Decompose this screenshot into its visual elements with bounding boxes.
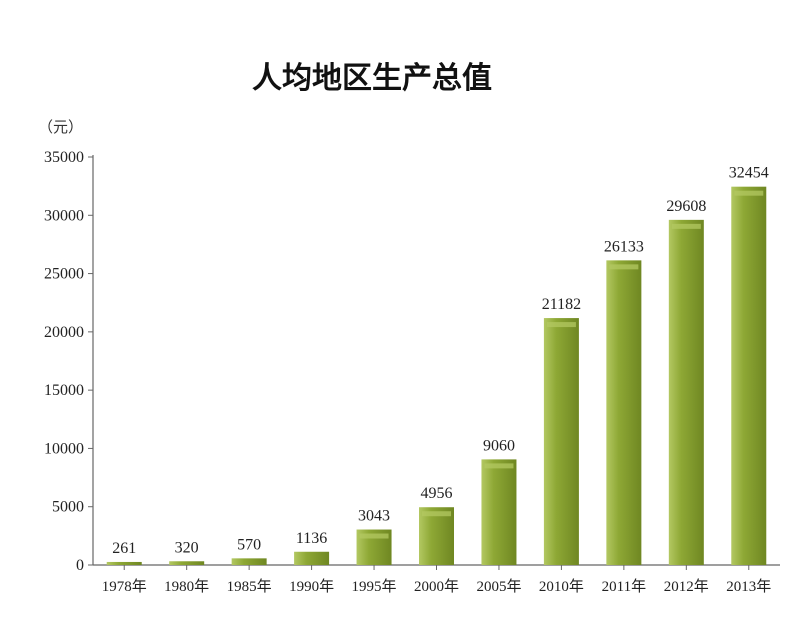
y-tick-label: 10000 bbox=[44, 440, 84, 457]
y-tick-label: 25000 bbox=[44, 266, 84, 283]
x-category-label: 1978年 bbox=[102, 578, 147, 595]
x-category-label: 1995年 bbox=[352, 578, 397, 595]
bar-highlight bbox=[484, 463, 514, 469]
bar bbox=[668, 219, 704, 565]
bar bbox=[294, 551, 330, 565]
bar-value-label: 32454 bbox=[729, 165, 769, 182]
labels: 261 1978年 320 1980年 570 1985年 1136 1990年 3043 199… bbox=[102, 165, 772, 595]
bar-value-label: 320 bbox=[175, 539, 199, 556]
bars bbox=[106, 186, 767, 566]
bar-highlight bbox=[734, 190, 764, 196]
bar-highlight bbox=[359, 533, 389, 539]
bar-value-label: 9060 bbox=[483, 437, 515, 454]
axes: 0 5000 10000 15000 20000 25000 30000 35000 bbox=[44, 149, 780, 574]
bar bbox=[419, 507, 454, 565]
chart-title: 人均地区生产总值 bbox=[252, 61, 492, 96]
x-category-label: 2012年 bbox=[664, 578, 709, 595]
bar bbox=[543, 318, 579, 565]
y-tick-label: 15000 bbox=[44, 382, 84, 399]
y-tick-label: 20000 bbox=[44, 324, 84, 341]
x-category-label: 1980年 bbox=[164, 578, 209, 595]
bar bbox=[481, 459, 517, 565]
x-category-label: 2011年 bbox=[602, 578, 646, 595]
bar-highlight bbox=[671, 223, 701, 229]
bar-highlight bbox=[609, 264, 639, 270]
bar bbox=[731, 186, 767, 566]
bar bbox=[606, 260, 642, 565]
bar-value-label: 261 bbox=[112, 540, 136, 557]
bar-value-label: 570 bbox=[237, 536, 261, 553]
bar-value-label: 4956 bbox=[421, 485, 453, 502]
bar-highlight bbox=[422, 511, 451, 517]
y-tick-label: 0 bbox=[76, 557, 84, 574]
x-category-label: 1990年 bbox=[289, 578, 334, 595]
x-category-label: 2000年 bbox=[414, 578, 459, 595]
bar-value-label: 26133 bbox=[604, 238, 644, 255]
y-axis-unit-label: （元） bbox=[38, 118, 83, 136]
bar-value-label: 29608 bbox=[666, 198, 706, 215]
y-tick-label: 5000 bbox=[52, 499, 84, 516]
y-tick-label: 35000 bbox=[44, 149, 84, 166]
x-category-label: 2005年 bbox=[476, 578, 521, 595]
bar-value-label: 3043 bbox=[358, 508, 390, 525]
bar-value-label: 21182 bbox=[542, 296, 581, 313]
bar-highlight bbox=[546, 322, 576, 328]
y-tick-label: 30000 bbox=[44, 207, 84, 224]
x-category-label: 2013年 bbox=[726, 578, 771, 595]
x-category-label: 1985年 bbox=[227, 578, 272, 595]
x-category-label: 2010年 bbox=[539, 578, 584, 595]
bar bbox=[231, 558, 267, 565]
bar bbox=[106, 561, 142, 565]
bar bbox=[169, 561, 205, 565]
bar-value-label: 1136 bbox=[296, 530, 327, 547]
